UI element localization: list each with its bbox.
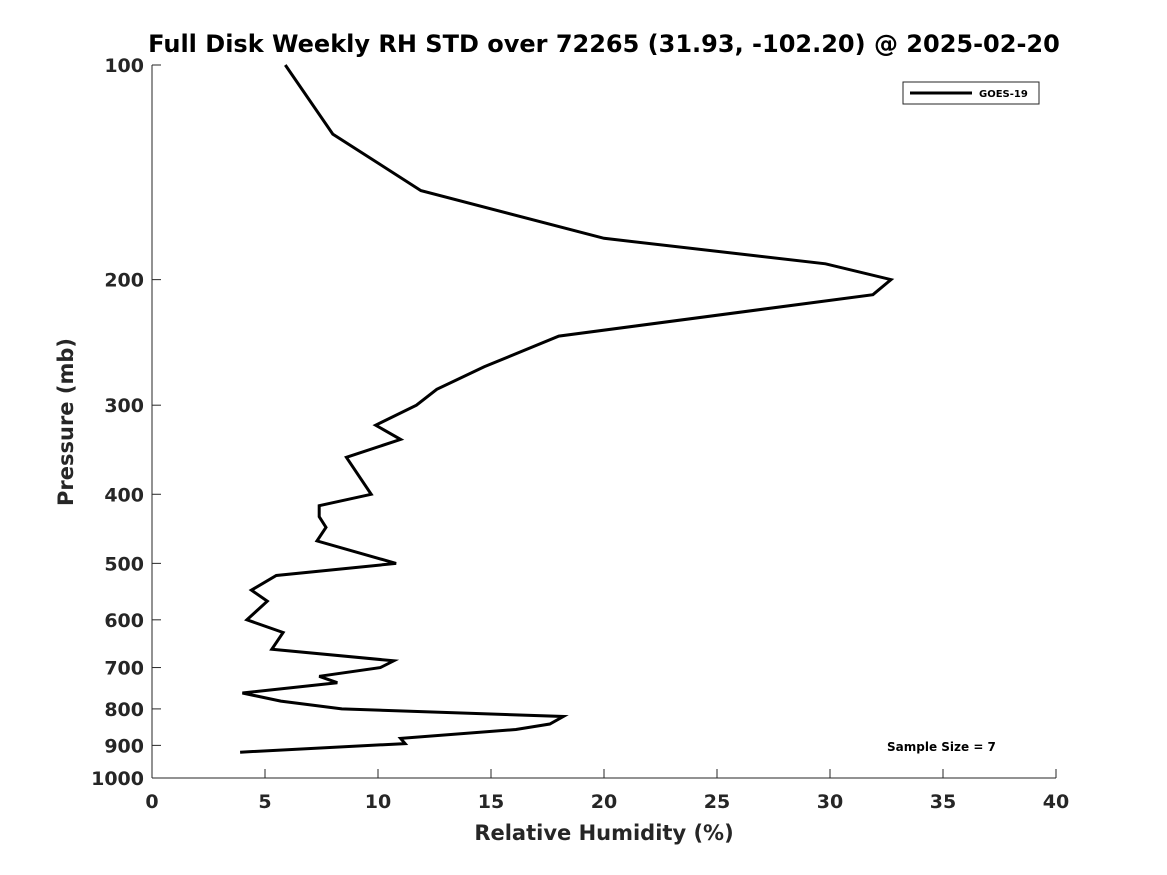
series-line-goes-19 (240, 64, 895, 754)
x-axis-ticks: 0 5 10 15 20 25 30 35 40 (145, 769, 1069, 813)
x-axis-label: Relative Humidity (%) (474, 821, 733, 845)
x-tick-label: 20 (591, 791, 617, 813)
plot-area (152, 65, 1056, 778)
x-tick-label: 35 (930, 791, 956, 813)
y-tick-label: 100 (104, 55, 144, 77)
y-axis-ticks: 100 200 300 400 500 600 700 800 900 1000 (91, 55, 161, 790)
legend-label-goes-19: GOES-19 (979, 89, 1028, 100)
x-tick-label: 5 (258, 791, 271, 813)
y-tick-label: 900 (104, 735, 144, 757)
x-tick-label: 15 (478, 791, 504, 813)
x-tick-label: 40 (1043, 791, 1069, 813)
x-tick-label: 30 (817, 791, 843, 813)
y-tick-label: 600 (104, 610, 144, 632)
y-tick-label: 200 (104, 270, 144, 292)
y-tick-label: 700 (104, 658, 144, 680)
y-tick-label: 300 (104, 395, 144, 417)
legend: GOES-19 (902, 81, 1040, 105)
x-tick-label: 10 (365, 791, 391, 813)
y-tick-label: 1000 (91, 768, 144, 790)
series-layer (240, 64, 895, 754)
x-tick-label: 0 (145, 791, 158, 813)
x-tick-label: 25 (704, 791, 730, 813)
y-axis-label: Pressure (mb) (54, 338, 78, 506)
y-tick-label: 500 (104, 553, 144, 575)
chart-title: Full Disk Weekly RH STD over 72265 (31.9… (148, 30, 1060, 58)
y-tick-label: 800 (104, 699, 144, 721)
y-tick-label: 400 (104, 484, 144, 506)
sample-size-annotation: Sample Size = 7 (887, 740, 996, 754)
